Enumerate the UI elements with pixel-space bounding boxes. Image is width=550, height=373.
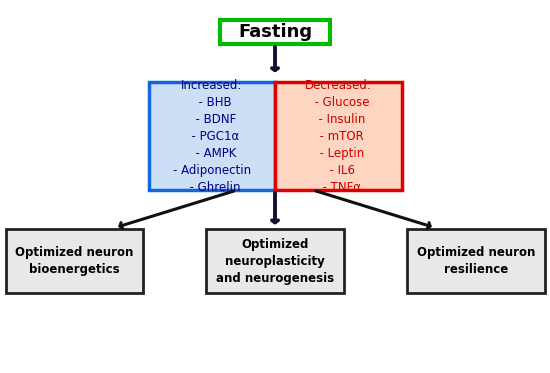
Text: Optimized neuron
resilience: Optimized neuron resilience [416,246,535,276]
FancyBboxPatch shape [206,229,344,293]
Text: Decreased:
  - Glucose
  - Insulin
  - mTOR
  - Leptin
  - IL6
  - TNFα: Decreased: - Glucose - Insulin - mTOR - … [305,79,372,194]
Text: Optimized neuron
bioenergetics: Optimized neuron bioenergetics [15,246,134,276]
FancyBboxPatch shape [275,82,402,190]
FancyBboxPatch shape [148,82,275,190]
Text: Optimized
neuroplasticity
and neurogenesis: Optimized neuroplasticity and neurogenes… [216,238,334,285]
FancyBboxPatch shape [6,229,143,293]
FancyBboxPatch shape [220,19,330,44]
Text: Increased:
  - BHB
  - BDNF
  - PGC1α
  - AMPK
- Adiponectin
  - Ghrelin: Increased: - BHB - BDNF - PGC1α - AMPK -… [173,79,251,194]
Text: Fasting: Fasting [238,23,312,41]
FancyBboxPatch shape [407,229,544,293]
